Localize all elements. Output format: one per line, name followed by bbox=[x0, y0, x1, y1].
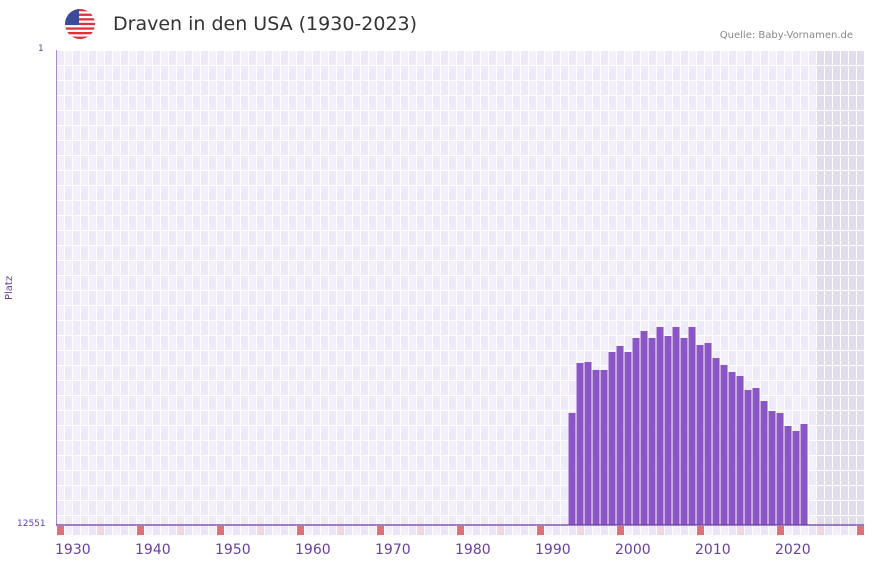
bar-1992 bbox=[568, 413, 576, 525]
bar-2008 bbox=[696, 345, 704, 525]
y-axis-top-label: 1 bbox=[38, 44, 44, 54]
bar-2003 bbox=[656, 327, 664, 525]
bar-2004 bbox=[664, 336, 672, 525]
bar-2007 bbox=[688, 327, 696, 525]
bar-2021 bbox=[800, 424, 808, 525]
bar-2011 bbox=[720, 365, 728, 525]
bar-1999 bbox=[624, 352, 632, 525]
bar-2015 bbox=[752, 388, 760, 525]
bar-2006 bbox=[680, 338, 688, 525]
bar-1994 bbox=[584, 362, 592, 525]
bar-1995 bbox=[592, 370, 600, 525]
bar-2002 bbox=[648, 338, 656, 525]
x-tick-label: 2020 bbox=[775, 542, 811, 558]
x-tick-label: 1980 bbox=[455, 542, 491, 558]
bar-2019 bbox=[784, 426, 792, 525]
bar-1993 bbox=[576, 363, 584, 525]
bar-2001 bbox=[640, 331, 648, 525]
bar-2014 bbox=[744, 390, 752, 525]
chart-title: Draven in den USA (1930-2023) bbox=[113, 13, 418, 35]
x-tick-label: 1930 bbox=[55, 542, 91, 558]
us-flag-icon bbox=[65, 9, 95, 39]
bar-2013 bbox=[736, 376, 744, 525]
x-tick-label: 2000 bbox=[615, 542, 651, 558]
bar-1998 bbox=[616, 346, 624, 525]
bar-2018 bbox=[776, 413, 784, 525]
bar-1997 bbox=[608, 352, 616, 525]
bar-2016 bbox=[760, 401, 768, 525]
y-axis-bottom-label: 12551 bbox=[17, 519, 46, 529]
x-tick-label: 1970 bbox=[375, 542, 411, 558]
bar-2017 bbox=[768, 411, 776, 525]
bar-2009 bbox=[704, 343, 712, 525]
bar-2010 bbox=[712, 358, 720, 525]
bar-2000 bbox=[632, 338, 640, 525]
x-tick-label: 1940 bbox=[135, 542, 171, 558]
x-tick-label: 1990 bbox=[535, 542, 571, 558]
x-tick-label: 2010 bbox=[695, 542, 731, 558]
source-label: Quelle: Baby-Vornamen.de bbox=[719, 30, 853, 41]
plot-area bbox=[56, 50, 864, 535]
bar-2020 bbox=[792, 431, 800, 525]
bar-1996 bbox=[600, 370, 608, 525]
y-axis-title: Platz bbox=[4, 275, 15, 300]
x-tick-label: 1960 bbox=[295, 542, 331, 558]
bar-2012 bbox=[728, 372, 736, 525]
x-tick-label: 1950 bbox=[215, 542, 251, 558]
bar-2005 bbox=[672, 327, 680, 525]
